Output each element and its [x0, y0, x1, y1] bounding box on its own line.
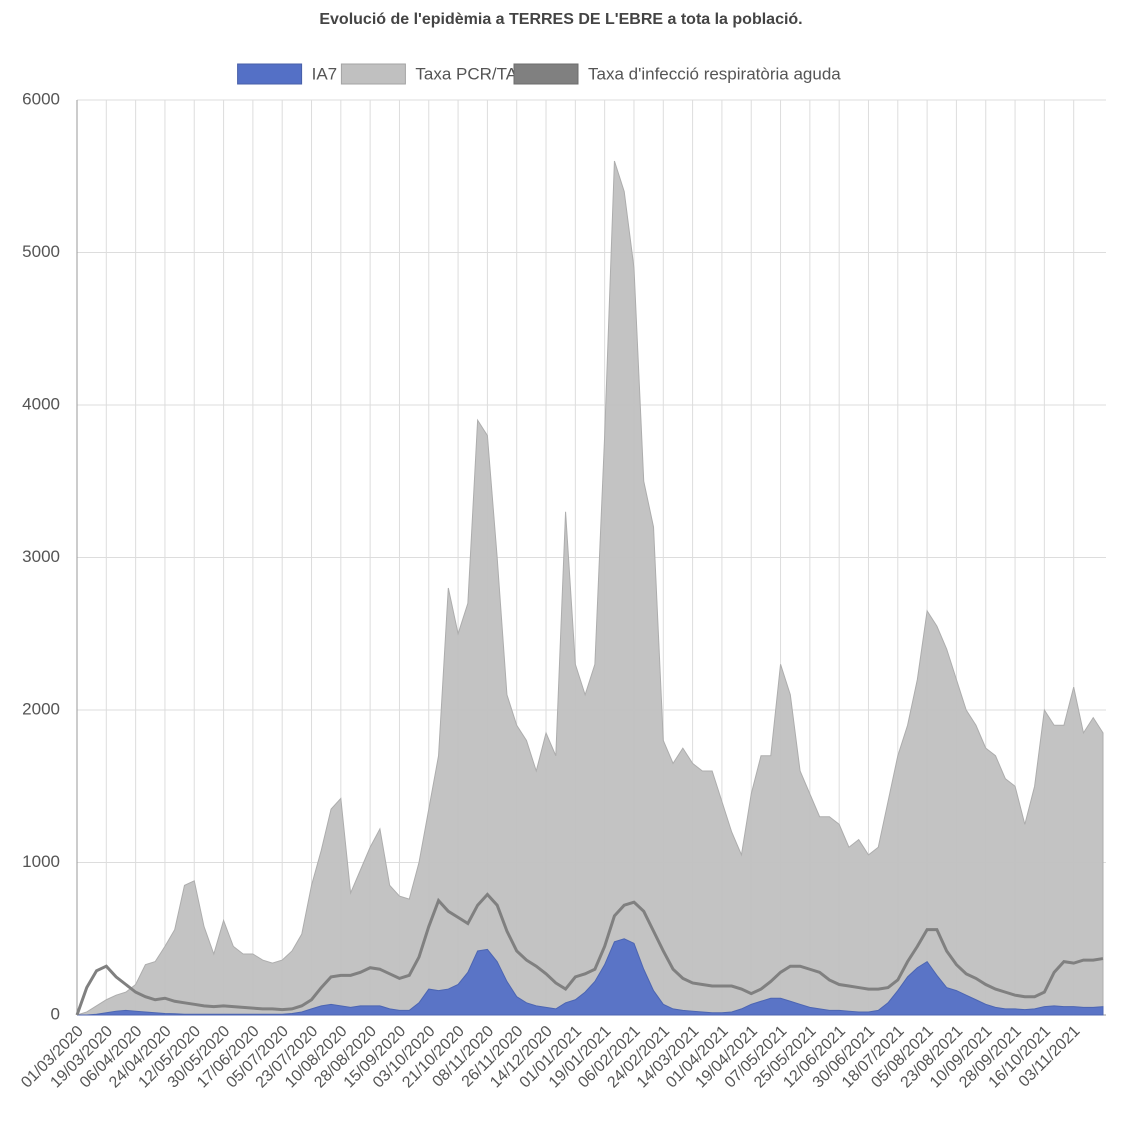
y-tick-label: 0 [51, 1004, 60, 1023]
line [75, 892, 1104, 1016]
chart-title: Evolució de l'epidèmia a TERRES DE L'EBR… [319, 11, 802, 28]
area [77, 938, 1104, 1016]
y-tick-label: 1000 [22, 852, 60, 871]
area [76, 160, 1104, 1016]
y-tick-label: 4000 [22, 394, 60, 413]
legend-swatch [340, 63, 406, 85]
legend-label: IA7 [312, 64, 338, 83]
legend-swatch [237, 63, 303, 85]
legend-label: Taxa d'infecció respiratòria aguda [588, 64, 841, 83]
y-tick-label: 3000 [22, 547, 60, 566]
legend-swatch [513, 63, 579, 85]
y-tick-label: 2000 [22, 699, 60, 718]
legend-label: Taxa PCR/TA [415, 64, 517, 83]
y-tick-label: 6000 [22, 89, 60, 108]
legend: IA7 Taxa PCR/TA Taxa d'infecció respiratòr… [237, 63, 841, 85]
y-tick-label: 5000 [22, 242, 60, 261]
